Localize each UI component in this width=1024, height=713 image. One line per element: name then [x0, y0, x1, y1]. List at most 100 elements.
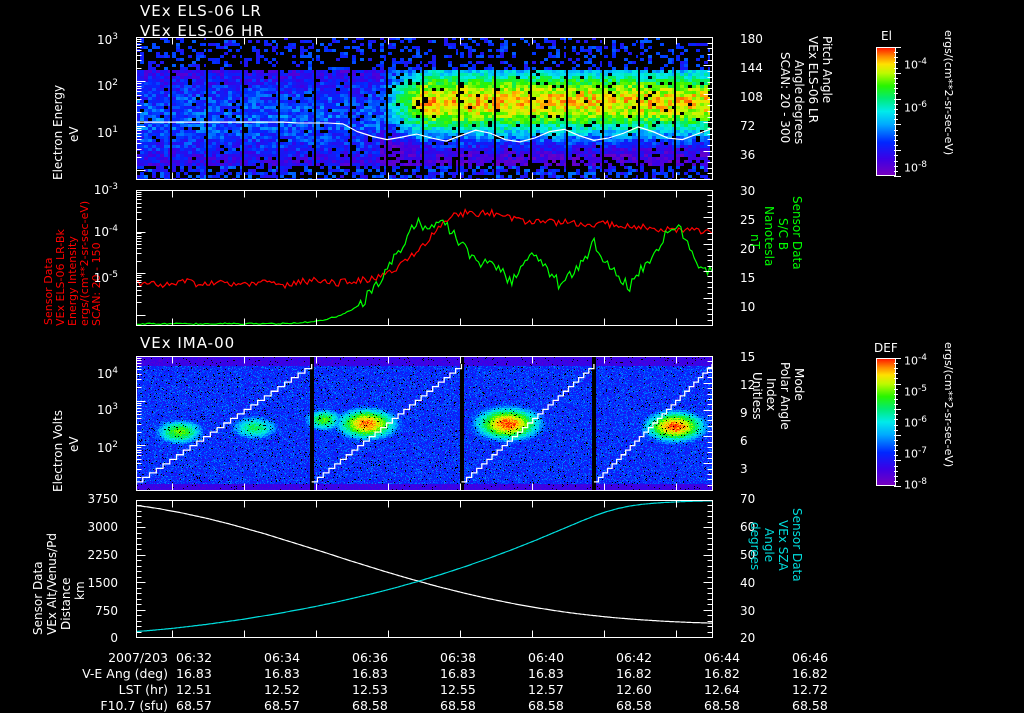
panel3-right-tick-15: 15 [740, 350, 756, 364]
panel1-right-axis-label: Pitch Angle [820, 36, 834, 181]
panel4-left-line2: VEx Alt/Venus/Pd [45, 532, 59, 635]
table-row-label-2: LST (hr) [118, 682, 168, 697]
table-cell-2-4: 12.57 [528, 682, 564, 697]
colorbar1-axis [894, 43, 908, 181]
panel2-right-units: Nanotesla [762, 206, 776, 316]
panel3-right-mode: Mode [792, 368, 806, 458]
panel3-title: VEx IMA-00 [140, 334, 236, 352]
panel4-right-tick-20: 20 [740, 631, 756, 645]
panel2-right-sensor: Sensor Data [790, 196, 804, 321]
panel4-left-instrument: VEx Alt/Venus/Pd [45, 505, 59, 635]
panel2-right-line1: Sensor Data [790, 196, 804, 270]
colorbar2-units: ergs/(cm**2-sr-sec-eV) [942, 342, 955, 492]
table-cell-1-4: 16.83 [528, 666, 564, 681]
panel1-left-axis-line1: Electron Energy [51, 84, 65, 180]
panel3-right-tick-6: 6 [740, 434, 748, 448]
panel4-right-line2: VEx SZA [776, 520, 790, 571]
colorbar1-tick-3: 10-8 [904, 160, 927, 175]
panel3-left-axis-label: Electron Volts [51, 352, 65, 492]
colorbar2-tick-1: 10-4 [904, 353, 927, 368]
colorbar1-units: ergs/(cm**2-sr-sec-eV) [942, 30, 955, 180]
table-cell-2-2: 12.53 [352, 682, 388, 697]
panel4-right-line4: degrees [748, 522, 762, 571]
table-cell-3-6: 68.58 [704, 698, 740, 713]
panel4-right-tick-40: 40 [740, 576, 756, 590]
table-row-label-1: V-E Ang (deg) [82, 666, 168, 681]
panel3-right-line4: Unitless [750, 372, 764, 420]
table-cell-0-4: 06:40 [528, 650, 565, 665]
panel4-right-tick-30: 30 [740, 604, 756, 618]
panel1-right-line5: SCAN: 20 - 300 [778, 52, 792, 144]
table-cell-2-0: 12.51 [176, 682, 212, 697]
table-cell-2-6: 12.64 [704, 682, 740, 697]
panel4-ytick-2250: 2250 [87, 548, 118, 562]
panel1-right-tick-144: 144 [740, 61, 763, 75]
panel3-right-index: Index [764, 378, 778, 458]
panel3-left-line2: eV [67, 436, 81, 452]
panel4-right-line3: Angle [762, 528, 776, 563]
table-cell-3-3: 68.58 [440, 698, 476, 713]
panel4-ytick-3750: 3750 [87, 492, 118, 506]
panel1-right-tick-72: 72 [740, 119, 756, 133]
panel2-right-line2: S/C B [776, 218, 790, 251]
panel4-right-tick-60: 60 [740, 520, 756, 534]
panel4-right-line1: Sensor Data [790, 508, 804, 582]
panel3-left-axis-units: eV [67, 392, 81, 452]
panel1-right-axis-sensor: VEx ELS-06 LR [806, 36, 820, 181]
panel1-right-line1: Pitch Angle [820, 36, 834, 104]
colorbar1-tick-2: 10-6 [904, 100, 927, 115]
colorbar2-tick-5: 10-8 [904, 477, 927, 492]
table-cell-2-1: 12.52 [264, 682, 300, 697]
panel3-ytick-3: 103 [96, 402, 118, 417]
table-cell-3-0: 68.57 [176, 698, 212, 713]
panel2-right-tick-10: 10 [740, 300, 756, 314]
panel2-right-tick-30: 30 [740, 184, 756, 198]
panel2-right-unitabbr: nT [748, 234, 762, 294]
table-row-label-3: F10.7 (sfu) [100, 698, 168, 713]
panel3-right-line2: Polar Angle [778, 362, 792, 430]
table-cell-0-2: 06:36 [352, 650, 389, 665]
table-cell-0-6: 06:44 [704, 650, 741, 665]
panel1-right-line2: VEx ELS-06 LR [806, 36, 820, 124]
panel1-axes [120, 33, 736, 185]
panel1-right-axis-angle: Angle [792, 60, 806, 180]
table-cell-2-5: 12.60 [616, 682, 652, 697]
panel2-right-tick-25: 25 [740, 213, 756, 227]
table-cell-1-0: 16.83 [176, 666, 212, 681]
panel4-right-tick-70: 70 [740, 492, 756, 506]
panel1-right-tick-180: 180 [740, 32, 763, 46]
panel1-ytick-3: 103 [96, 32, 118, 47]
table-cell-2-7: 12.72 [792, 682, 828, 697]
panel4-ytick-0: 0 [110, 631, 118, 645]
panel3-right-unitless: Unitless [750, 372, 764, 462]
table-cell-3-1: 68.57 [264, 698, 300, 713]
colorbar1-title: El [881, 29, 892, 43]
panel4-ytick-750: 750 [95, 604, 118, 618]
colorbar2-axis [894, 354, 908, 491]
panel1-left-axis-label: Electron Energy [51, 40, 65, 180]
panel2-right-tick-15: 15 [740, 271, 756, 285]
table-cell-1-7: 16.82 [792, 666, 828, 681]
panel4-right-tick-50: 50 [740, 548, 756, 562]
panel1-ytick-1: 101 [96, 125, 118, 140]
table-cell-0-0: 06:32 [176, 650, 213, 665]
table-cell-2-3: 12.55 [440, 682, 476, 697]
colorbar2-tick-3: 10-6 [904, 415, 927, 430]
table-cell-0-3: 06:38 [440, 650, 477, 665]
table-cell-0-1: 06:34 [264, 650, 301, 665]
panel4-ytick-3000: 3000 [87, 520, 118, 534]
panel3-right-line3: Index [764, 378, 778, 412]
panel1-right-line3: Angle [792, 60, 806, 95]
table-cell-0-7: 06:46 [792, 650, 829, 665]
table-cell-3-4: 68.58 [528, 698, 564, 713]
table-cell-3-2: 68.58 [352, 698, 388, 713]
table-cell-1-2: 16.83 [352, 666, 388, 681]
colorbar2-title: DEF [874, 341, 898, 355]
table-cell-1-1: 16.83 [264, 666, 300, 681]
panel3-axes [120, 352, 736, 496]
colorbar2-gradient [876, 358, 896, 486]
colorbar2-units-text: ergs/(cm**2-sr-sec-eV) [942, 342, 955, 468]
panel3-right-polar-angle: Polar Angle [778, 362, 792, 477]
panel2-right-tick-20: 20 [740, 242, 756, 256]
panel3-right-tick-9: 9 [740, 406, 748, 420]
